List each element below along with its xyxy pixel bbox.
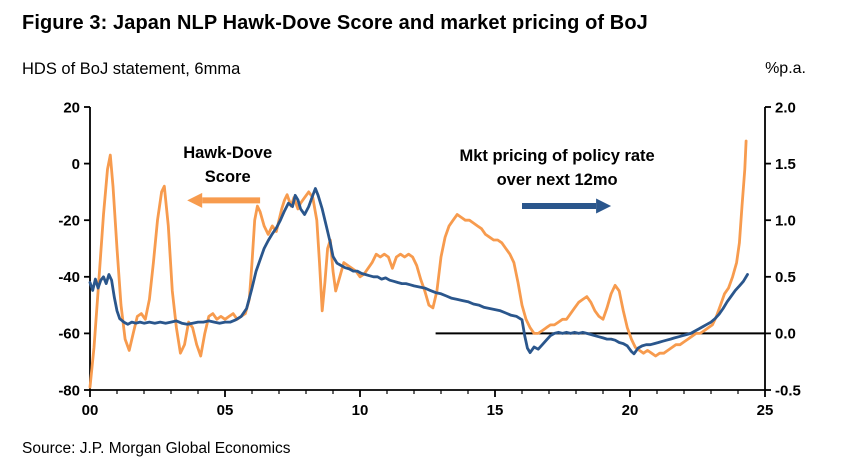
annotation-arrowhead-mkt-pricing-label [596, 198, 612, 214]
left-axis-title: HDS of BoJ statement, 6mma [22, 60, 241, 78]
left-axis-tick-label: 20 [63, 99, 80, 116]
annotation-text-hawk-dove-label: Score [205, 168, 251, 186]
right-axis-tick-label: -0.5 [775, 382, 801, 399]
series-line-hawk-dove-score [88, 139, 748, 389]
right-axis-tick-label: 0.5 [775, 269, 796, 286]
left-axis-tick-label: -80 [58, 382, 80, 399]
left-axis-tick-label: -20 [58, 212, 80, 229]
x-axis-tick-label: 25 [757, 402, 774, 419]
right-axis-tick-label: 1.5 [775, 156, 796, 173]
x-axis-tick-label: 00 [82, 402, 99, 419]
x-axis-tick-label: 20 [622, 402, 639, 419]
left-axis-tick-label: -40 [58, 269, 80, 286]
annotation-text-mkt-pricing-label: Mkt pricing of policy rate [459, 147, 654, 165]
x-axis-tick-label: 10 [352, 402, 369, 419]
right-axis-title: %p.a. [765, 60, 806, 77]
right-axis-tick-label: 0.0 [775, 326, 796, 343]
chart-title: Figure 3: Japan NLP Hawk-Dove Score and … [22, 12, 648, 34]
series-line-mkt-pricing [88, 187, 749, 356]
right-axis-tick-label: 2.0 [775, 99, 796, 116]
x-axis-tick-label: 15 [487, 402, 504, 419]
left-axis-tick-label: 0 [72, 156, 80, 173]
left-axis-tick-label: -60 [58, 326, 80, 343]
source-note: Source: J.P. Morgan Global Economics [22, 440, 291, 457]
x-axis-tick-label: 05 [217, 402, 234, 419]
right-axis-tick-label: 1.0 [775, 212, 796, 229]
annotation-text-hawk-dove-label: Hawk-Dove [183, 144, 272, 162]
annotation-arrowhead-hawk-dove-label [187, 192, 203, 208]
annotation-text-mkt-pricing-label: over next 12mo [497, 171, 618, 189]
